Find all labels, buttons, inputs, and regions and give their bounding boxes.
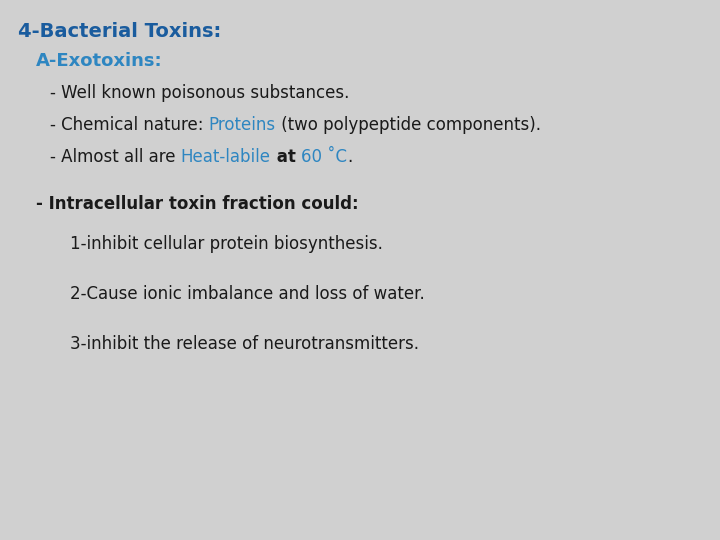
Text: - Almost all are: - Almost all are <box>50 148 181 166</box>
Text: - Chemical nature:: - Chemical nature: <box>50 116 209 134</box>
Text: 1-inhibit cellular protein biosynthesis.: 1-inhibit cellular protein biosynthesis. <box>70 235 383 253</box>
Text: - Well known poisonous substances.: - Well known poisonous substances. <box>50 84 349 102</box>
Text: at: at <box>271 148 302 166</box>
Text: 2-Cause ionic imbalance and loss of water.: 2-Cause ionic imbalance and loss of wate… <box>70 285 425 303</box>
Text: 60 ˚C: 60 ˚C <box>302 148 347 166</box>
Text: (two polypeptide components).: (two polypeptide components). <box>276 116 541 134</box>
Text: Heat-labile: Heat-labile <box>181 148 271 166</box>
Text: Proteins: Proteins <box>209 116 276 134</box>
Text: 4-Bacterial Toxins:: 4-Bacterial Toxins: <box>18 22 221 41</box>
Text: .: . <box>347 148 353 166</box>
Text: 3-inhibit the release of neurotransmitters.: 3-inhibit the release of neurotransmitte… <box>70 335 419 353</box>
Text: - Intracellular toxin fraction could:: - Intracellular toxin fraction could: <box>36 195 359 213</box>
Text: A-Exotoxins:: A-Exotoxins: <box>36 52 163 70</box>
